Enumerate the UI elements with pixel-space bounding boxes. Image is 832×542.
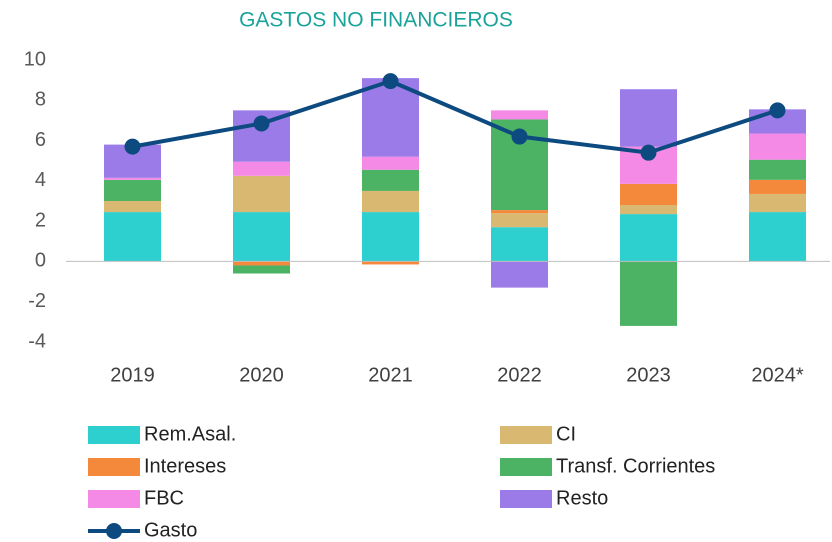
legend-swatch bbox=[500, 458, 552, 476]
legend-label: Gasto bbox=[144, 519, 197, 541]
bar-segment bbox=[749, 159, 806, 180]
bar-segment bbox=[620, 89, 677, 147]
bar-segment bbox=[491, 213, 548, 228]
bar-segment bbox=[749, 193, 806, 213]
legend-swatch bbox=[88, 458, 140, 476]
bar-segment bbox=[491, 110, 548, 120]
bar-segment bbox=[491, 210, 548, 214]
line-marker bbox=[769, 102, 786, 119]
bar-segment bbox=[233, 175, 290, 213]
y-tick-label: 6 bbox=[35, 129, 46, 151]
bar-segment bbox=[233, 265, 290, 274]
line-marker bbox=[640, 144, 657, 161]
y-tick-label: -2 bbox=[28, 290, 46, 312]
legend-label: Resto bbox=[556, 487, 608, 509]
y-tick-label: 0 bbox=[35, 250, 46, 272]
y-tick-label: 2 bbox=[35, 209, 46, 231]
y-tick-label: -4 bbox=[28, 330, 46, 352]
bar-segment bbox=[749, 212, 806, 262]
bar-segment bbox=[233, 261, 290, 266]
y-tick-label: 10 bbox=[24, 48, 46, 70]
chart-title: GASTOS NO FINANCIEROS bbox=[239, 9, 513, 32]
x-tick-label: 2021 bbox=[368, 364, 413, 386]
y-tick-label: 8 bbox=[35, 89, 46, 111]
legend-swatch bbox=[500, 426, 552, 444]
bar-segment bbox=[362, 156, 419, 170]
bar-segment bbox=[104, 179, 161, 201]
legend-label: Intereses bbox=[144, 455, 226, 477]
bar-segment bbox=[104, 212, 161, 262]
bar-segment bbox=[491, 227, 548, 262]
x-tick-label: 2019 bbox=[110, 364, 155, 386]
line-marker bbox=[511, 128, 528, 145]
bar-segment bbox=[620, 214, 677, 262]
x-tick-label: 2022 bbox=[497, 364, 542, 386]
bar-segment bbox=[362, 169, 419, 191]
legend-swatch bbox=[88, 426, 140, 444]
bar-segment bbox=[749, 179, 806, 194]
bar-segment bbox=[362, 190, 419, 213]
legend-swatch bbox=[88, 490, 140, 508]
bar-segment bbox=[104, 201, 161, 213]
bar-segment bbox=[620, 183, 677, 206]
line-marker bbox=[253, 115, 270, 132]
bar-segment bbox=[104, 177, 161, 180]
bar-segment bbox=[362, 212, 419, 262]
bar-segment bbox=[620, 205, 677, 215]
legend-label: CI bbox=[556, 423, 576, 445]
bar-segment bbox=[749, 133, 806, 160]
line-marker bbox=[382, 73, 399, 90]
legend-swatch bbox=[500, 490, 552, 508]
legend-marker bbox=[106, 523, 122, 539]
legend-label: Rem.Asal. bbox=[144, 423, 236, 445]
bar-segment bbox=[233, 212, 290, 262]
x-tick-label: 2020 bbox=[239, 364, 284, 386]
line-marker bbox=[124, 138, 141, 155]
x-tick-label: 2024* bbox=[751, 364, 803, 386]
legend-label: FBC bbox=[144, 487, 184, 509]
bar-segment bbox=[233, 161, 290, 176]
legend-label: Transf. Corrientes bbox=[556, 455, 715, 477]
line-series bbox=[132, 79, 779, 155]
bar-segment bbox=[491, 261, 548, 288]
y-tick-label: 4 bbox=[35, 169, 46, 191]
bar-segment bbox=[620, 261, 677, 326]
x-tick-label: 2023 bbox=[626, 364, 671, 386]
bar-segment bbox=[362, 261, 419, 265]
